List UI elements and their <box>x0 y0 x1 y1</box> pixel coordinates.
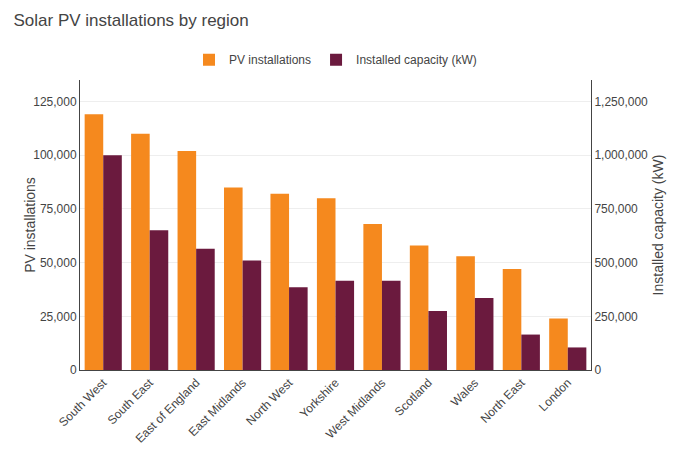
svg-text:West Midlands: West Midlands <box>323 376 388 441</box>
svg-text:0: 0 <box>594 363 601 377</box>
svg-text:Yorkshire: Yorkshire <box>297 376 342 421</box>
svg-text:Wales: Wales <box>448 376 481 409</box>
svg-text:75,000: 75,000 <box>40 202 77 216</box>
svg-text:PV installations: PV installations <box>22 177 38 273</box>
svg-text:Installed capacity (kW): Installed capacity (kW) <box>356 53 477 67</box>
svg-text:East Midlands: East Midlands <box>186 376 249 439</box>
svg-text:North West: North West <box>243 375 296 428</box>
svg-text:50,000: 50,000 <box>40 256 77 270</box>
svg-text:1,000,000: 1,000,000 <box>594 148 648 162</box>
svg-text:125,000: 125,000 <box>33 95 77 109</box>
svg-text:London: London <box>536 376 574 414</box>
svg-text:750,000: 750,000 <box>594 202 638 216</box>
svg-text:250,000: 250,000 <box>594 310 638 324</box>
svg-text:25,000: 25,000 <box>40 310 77 324</box>
svg-text:100,000: 100,000 <box>33 148 77 162</box>
svg-text:Installed capacity (kW): Installed capacity (kW) <box>650 155 666 296</box>
svg-text:South East: South East <box>105 375 157 427</box>
svg-text:PV installations: PV installations <box>229 53 311 67</box>
svg-text:Scotland: Scotland <box>392 376 435 419</box>
svg-text:South West: South West <box>56 375 110 429</box>
svg-text:500,000: 500,000 <box>594 256 638 270</box>
svg-text:Solar PV installations by regi: Solar PV installations by region <box>13 11 248 30</box>
svg-text:1,250,000: 1,250,000 <box>594 95 648 109</box>
svg-text:0: 0 <box>70 363 77 377</box>
svg-text:North East: North East <box>478 375 528 425</box>
svg-text:East of England: East of England <box>133 376 203 446</box>
